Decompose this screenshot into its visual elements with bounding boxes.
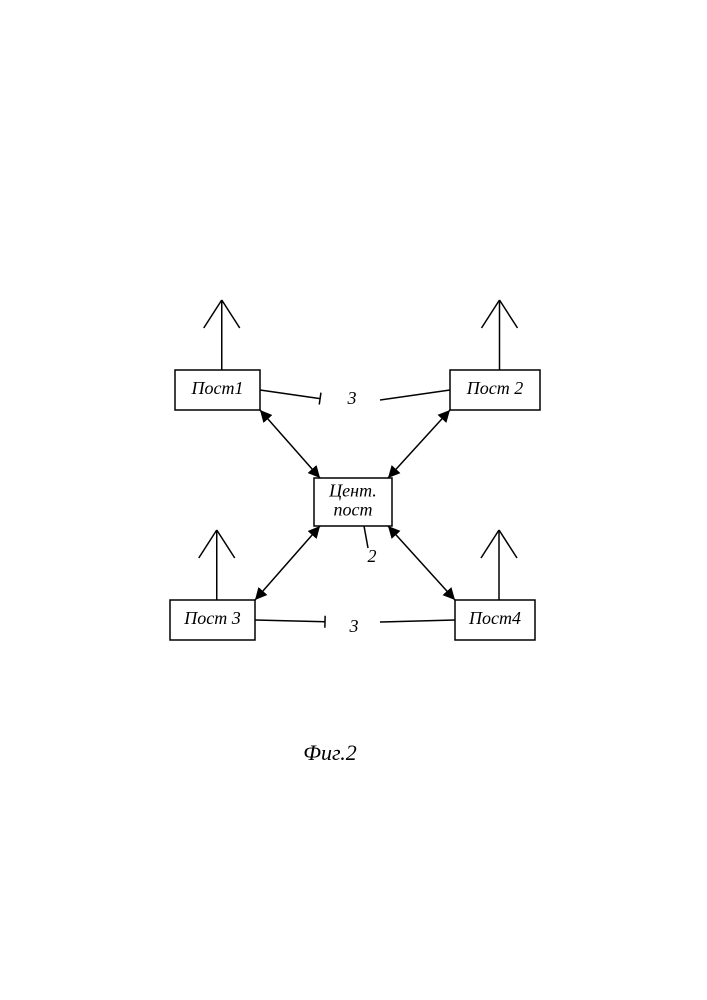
node-label: Пост 2: [466, 378, 524, 398]
annotation-label: 3: [347, 388, 357, 408]
node-center: Цент.пост: [314, 478, 392, 526]
node-label: Пост 3: [183, 608, 241, 628]
figure-caption: Фиг.2: [303, 740, 357, 765]
annotation-label: 2: [368, 546, 377, 566]
diagram-canvas: Пост1 Пост 2 Цент.пост Пост 3 Пост4 3 2 3 Фиг.2: [0, 0, 707, 1000]
annotation-label: 3: [349, 616, 359, 636]
node-label: пост: [334, 500, 373, 520]
node-label: Цент.: [328, 481, 377, 501]
node-label: Пост4: [468, 608, 521, 628]
node-label: Пост1: [191, 378, 244, 398]
